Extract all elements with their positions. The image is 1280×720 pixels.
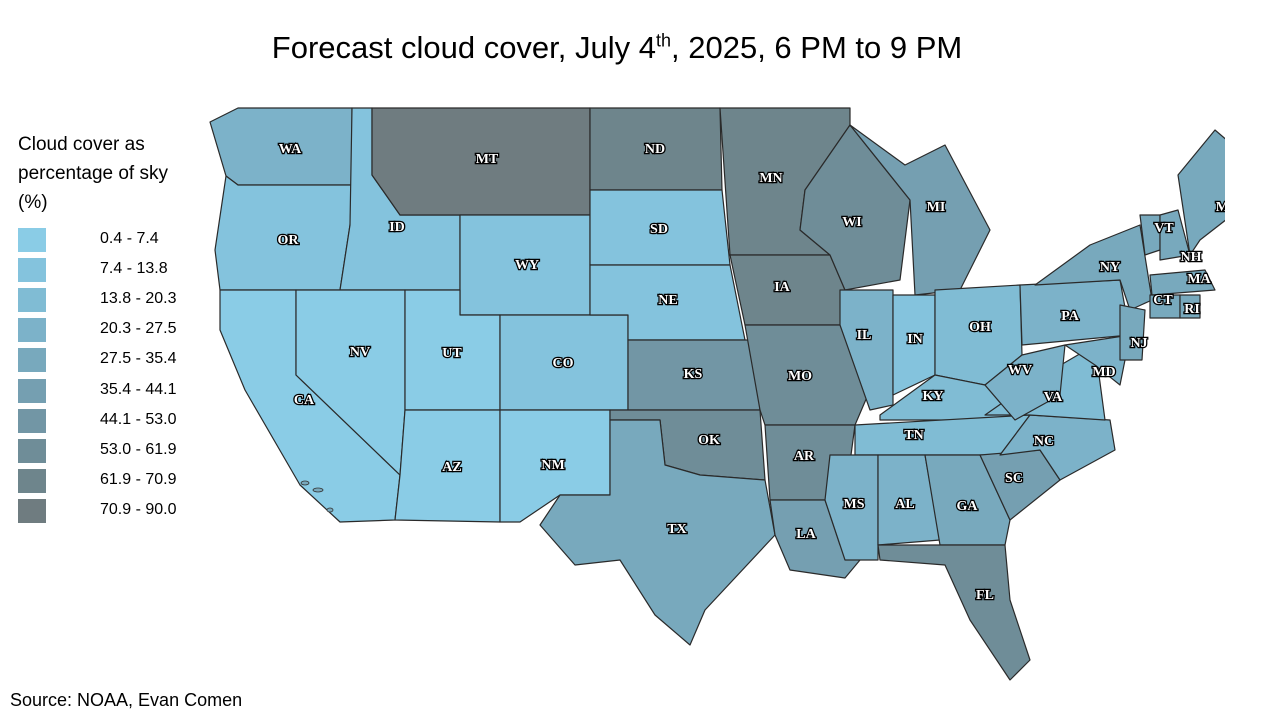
state-label-wi: WI (842, 215, 861, 230)
state-label-ca: CA (294, 393, 315, 408)
legend-swatch (18, 318, 46, 343)
state-label-az: AZ (442, 460, 461, 475)
map-title-superscript: th (656, 30, 672, 51)
legend-swatch (18, 258, 46, 283)
state-label-wa: WA (279, 142, 302, 157)
state-label-id: ID (389, 220, 405, 235)
legend-label: 27.5 - 35.4 (100, 350, 177, 368)
state-shape-me (1177, 129, 1225, 256)
legend-label: 53.0 - 61.9 (100, 440, 177, 458)
legend-label: 35.4 - 44.1 (100, 380, 177, 398)
legend-title: Cloud cover as percentage of sky (%) (18, 134, 168, 213)
state-label-ar: AR (794, 449, 815, 464)
state-label-nd: ND (645, 142, 665, 157)
state-label-ny: NY (1100, 260, 1120, 275)
channel-island-shape (312, 487, 324, 493)
state-label-ut: UT (442, 346, 462, 361)
state-shape-md (1064, 334, 1131, 386)
legend-label: 61.9 - 70.9 (100, 470, 177, 488)
legend-swatch (18, 348, 46, 373)
state-label-wy: WY (515, 258, 539, 273)
state-label-il: IL (857, 328, 872, 343)
state-shape-ma (1149, 269, 1216, 296)
state-label-ms: MS (844, 497, 865, 512)
legend-swatch (18, 408, 46, 433)
legend-swatch (18, 438, 46, 463)
state-label-or: OR (278, 233, 300, 248)
state-label-nh: NH (1181, 250, 1202, 265)
state-label-ri: RI (1184, 302, 1200, 317)
state-label-va: VA (1044, 390, 1063, 405)
state-label-pa: PA (1061, 309, 1080, 324)
state-shape-fl (877, 544, 1031, 681)
legend-label: 0.4 - 7.4 (100, 230, 159, 247)
source-note: Source: NOAA, Evan Comen (10, 690, 243, 710)
state-label-sc: SC (1005, 471, 1023, 486)
state-label-ia: IA (774, 280, 790, 295)
state-label-vt: VT (1154, 221, 1174, 236)
state-label-mo: MO (788, 369, 812, 384)
legend-swatch (18, 378, 46, 403)
channel-island-shape (300, 480, 310, 486)
state-label-la: LA (796, 527, 816, 542)
state-label-me: ME (1216, 200, 1225, 215)
map-title-text: Forecast cloud cover, July 4 (271, 30, 656, 65)
legend-swatch (18, 288, 46, 313)
legend-swatch (18, 228, 46, 252)
state-label-md: MD (1092, 365, 1115, 380)
state-label-tx: TX (667, 522, 686, 537)
state-label-mt: MT (476, 152, 499, 167)
map-title: Forecast cloud cover, July 4th, 2025, 6 … (0, 30, 1234, 66)
state-shape-tn (854, 414, 1031, 456)
state-label-ne: NE (658, 293, 677, 308)
state-shape-ms (824, 454, 879, 561)
state-shape-mi (849, 124, 991, 296)
legend-swatch (18, 468, 46, 493)
state-shape-ga (924, 454, 1011, 546)
state-shape-wv (984, 344, 1066, 421)
state-label-al: AL (895, 497, 914, 512)
state-label-co: CO (553, 356, 574, 371)
state-label-sd: SD (650, 222, 668, 237)
legend-label: 7.4 - 13.8 (100, 260, 168, 278)
state-label-ga: GA (957, 499, 979, 514)
state-label-ok: OK (698, 433, 720, 448)
channel-island-shape (326, 507, 334, 513)
legend-swatch (18, 498, 46, 523)
state-label-in: IN (907, 332, 923, 347)
legend-label: 70.9 - 90.0 (100, 500, 177, 518)
state-label-wv: WV (1008, 363, 1032, 378)
state-label-mi: MI (927, 200, 946, 215)
state-label-nm: NM (541, 458, 564, 473)
state-shape-tx (539, 419, 776, 646)
state-label-nv: NV (350, 345, 370, 360)
state-label-fl: FL (976, 588, 994, 603)
state-shape-nj (1119, 304, 1146, 361)
us-cloud-cover-map: WA OR CA ID NV MT WY UT AZ CO NM ND SD NE KS OK TX MN IA MO… (209, 107, 1225, 681)
state-label-mn: MN (759, 171, 782, 186)
state-label-nc: NC (1034, 434, 1054, 449)
state-shape-az (394, 409, 501, 523)
state-label-ks: KS (684, 367, 703, 382)
state-label-oh: OH (969, 320, 991, 335)
state-shape-ri (1179, 294, 1201, 319)
map-title-rest: , 2025, 6 PM to 9 PM (671, 30, 963, 65)
state-label-ma: MA (1187, 272, 1211, 287)
state-label-ct: CT (1153, 293, 1173, 308)
legend-label: 13.8 - 20.3 (100, 290, 177, 308)
state-label-tn: TN (904, 428, 923, 443)
state-label-ky: KY (923, 389, 944, 404)
legend-label: 20.3 - 27.5 (100, 320, 177, 338)
state-label-nj: NJ (1130, 336, 1147, 351)
legend-label: 44.1 - 53.0 (100, 410, 177, 428)
state-shape-il (839, 289, 894, 411)
